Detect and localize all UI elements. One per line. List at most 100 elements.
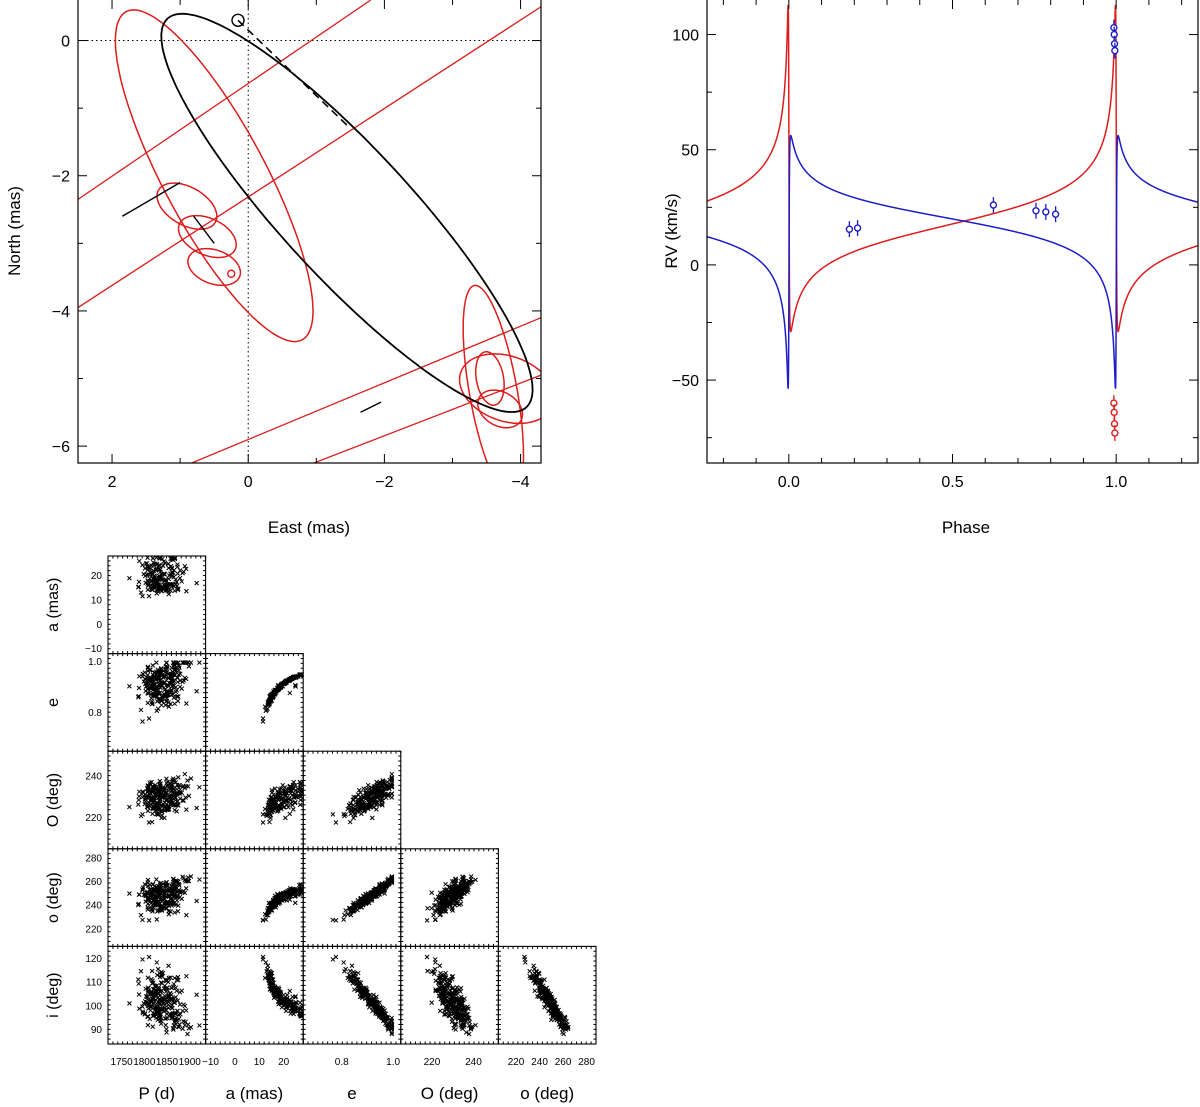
corner-sample-point: [170, 778, 175, 783]
corner-sample-point: [269, 694, 275, 700]
corner-sample-point: [468, 874, 474, 879]
corner-sample-point: [290, 807, 296, 812]
rv-x-label: Phase: [942, 518, 990, 537]
corner-sample-point: [387, 786, 392, 792]
corner-sample-point: [275, 807, 281, 813]
corner-sample-point: [175, 698, 181, 704]
corner-sample-point: [194, 580, 200, 586]
corner-sample-point: [144, 564, 150, 569]
corner-sample-point: [379, 798, 384, 804]
corner-sample-point: [172, 807, 178, 813]
corner-sample-point: [290, 802, 295, 808]
corner-sample-point: [158, 577, 163, 583]
corner-sample-point: [185, 875, 191, 880]
corner-sample-point: [262, 806, 268, 812]
rv-point-primary: [1032, 207, 1040, 215]
corner-sample-point: [171, 574, 177, 580]
rv-panel: 0.0 0.5 1.0 100 50 0 −50 Phase RV (km/s): [662, 0, 1199, 537]
corner-sample-point: [270, 691, 276, 697]
corner-sample-point: [153, 583, 159, 589]
corner-points: [330, 874, 395, 923]
corner-sample-point: [155, 807, 161, 813]
corner-sample-point: [175, 903, 181, 908]
corner-sample-point: [149, 569, 155, 575]
corner-sample-point: [135, 694, 141, 700]
corner-sample-point: [341, 811, 347, 817]
corner-sample-point: [381, 780, 387, 786]
corner-sample-point: [171, 802, 177, 808]
corner-sample-point: [180, 1008, 185, 1014]
corner-sample-point: [283, 1008, 289, 1014]
corner-cell-i-vs-P: 120 110 100 90 i (deg) 1750 1800 1850 1900 P (d): [45, 945, 207, 1103]
corner-x-tick-label: 260: [555, 1057, 572, 1068]
corner-sample-point: [161, 788, 166, 794]
corner-x-tick-label: 280: [578, 1057, 595, 1068]
rv-curve-secondary: [707, 4, 1198, 333]
corner-sample-point: [150, 556, 156, 561]
corner-cell-i-vs-e: 0.8 1.0 e: [302, 945, 402, 1103]
corner-sample-point: [165, 664, 170, 670]
corner-sample-point: [183, 1008, 189, 1013]
corner-sample-point: [185, 784, 191, 789]
corner-sample-point: [289, 792, 295, 798]
corner-sample-point: [168, 582, 174, 587]
error-ellipse-1: [156, 182, 218, 230]
corner-sample-point: [561, 1031, 567, 1037]
corner-sample-point: [159, 698, 165, 704]
scan-line-1: [78, 6, 541, 309]
corner-sample-point: [150, 1024, 156, 1030]
corner-sample-point: [148, 802, 154, 808]
corner-sample-point: [135, 584, 141, 590]
corner-y-tick-label: 20: [91, 571, 103, 582]
corner-points: [127, 771, 202, 825]
corner-sample-point: [159, 702, 164, 708]
corner-sample-point: [180, 784, 185, 790]
corner-sample-point: [433, 897, 439, 903]
corner-x-label: a (mas): [226, 1084, 284, 1103]
corner-sample-point: [330, 917, 336, 923]
corner-sample-point: [184, 912, 189, 918]
corner-sample-point: [522, 960, 528, 965]
corner-sample-point: [194, 688, 200, 694]
corner-cell-i-vs-o: 220 240 260 280 o (deg): [497, 945, 597, 1103]
corner-x-tick-label: −10: [202, 1057, 219, 1068]
corner-sample-point: [163, 1022, 169, 1028]
corner-sample-point: [136, 892, 142, 897]
corner-x-tick-label: 0.8: [335, 1057, 349, 1068]
corner-sample-point: [298, 788, 304, 793]
corner-sample-point: [333, 820, 339, 825]
corner-sample-point: [164, 1026, 169, 1032]
corner-sample-point: [142, 881, 148, 887]
corner-sample-point: [163, 686, 168, 692]
corner-sample-point: [424, 954, 430, 960]
corner-sample-point: [385, 791, 391, 797]
corner-sample-point: [158, 781, 163, 786]
corner-sample-point: [136, 901, 142, 907]
corner-x-label: e: [347, 1084, 356, 1103]
corner-sample-point: [425, 968, 430, 974]
rv-y-tick-label: 0: [690, 258, 699, 275]
corner-sample-point: [140, 719, 145, 724]
corner-sample-point: [296, 793, 302, 799]
corner-sample-point: [277, 795, 283, 800]
corner-sample-point: [158, 685, 163, 691]
corner-sample-point: [267, 819, 272, 825]
corner-sample-point: [280, 782, 286, 788]
corner-sample-point: [260, 719, 266, 724]
corner-sample-point: [145, 804, 151, 810]
corner-sample-point: [358, 794, 363, 800]
corner-cell-e-vs-P: 1.0 0.8 e: [45, 653, 207, 752]
corner-sample-point: [169, 672, 175, 677]
corner-sample-point: [389, 791, 395, 797]
corner-cell-a-vs-P: 20 10 0 −10 a (mas): [45, 555, 207, 655]
corner-sample-point: [293, 794, 299, 800]
corner-sample-point: [287, 690, 293, 696]
rv-x-tick-label: 1.0: [1105, 474, 1127, 491]
corner-sample-point: [154, 917, 160, 922]
corner-sample-point: [162, 667, 168, 673]
corner-sample-point: [431, 912, 436, 918]
corner-x-tick-label: 220: [424, 1057, 441, 1068]
corner-x-tick-label: 1750: [110, 1057, 133, 1068]
corner-sample-point: [150, 662, 156, 668]
